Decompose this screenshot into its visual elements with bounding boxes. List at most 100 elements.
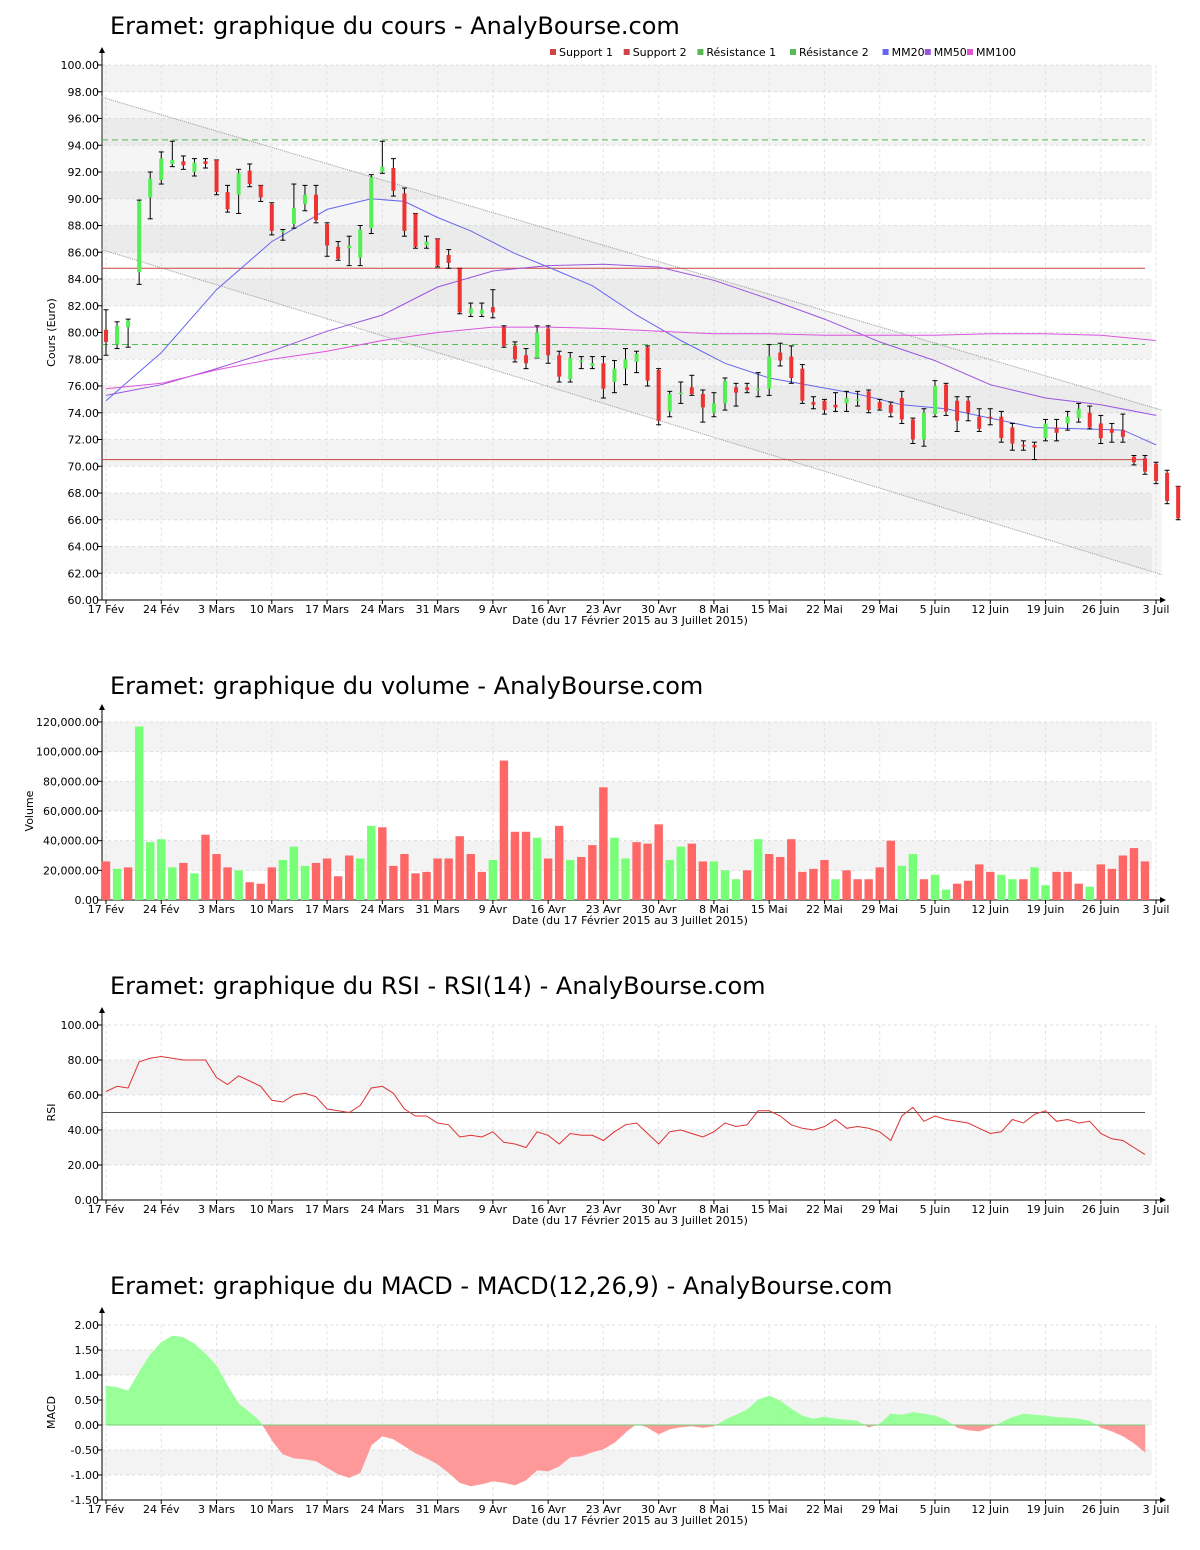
price-y-tick-label: 84.00 bbox=[68, 273, 100, 286]
macd-positive-segment bbox=[923, 1413, 936, 1426]
volume-bar bbox=[820, 859, 829, 900]
volume-bar bbox=[1030, 867, 1039, 900]
volume-bar bbox=[610, 837, 619, 900]
candle bbox=[401, 187, 407, 237]
volume-bar bbox=[776, 856, 785, 900]
candle-body bbox=[413, 213, 418, 247]
volume-x-axis-arrow bbox=[1160, 897, 1166, 903]
macd-negative-segment bbox=[514, 1424, 527, 1486]
macd-negative-segment bbox=[293, 1424, 306, 1460]
candle bbox=[501, 325, 507, 348]
volume-bar bbox=[698, 861, 708, 900]
volume-bar bbox=[665, 859, 674, 900]
macd-x-tick-label: 10 Mars bbox=[250, 1503, 294, 1516]
price-y-tick-label: 96.00 bbox=[68, 113, 100, 126]
candle bbox=[998, 410, 1004, 443]
candle-body bbox=[512, 345, 517, 360]
volume-bar bbox=[897, 865, 907, 900]
volume-bar bbox=[1118, 855, 1128, 900]
candle bbox=[468, 302, 474, 317]
volume-grid-band bbox=[102, 722, 1152, 752]
price-x-tick-label: 17 Mars bbox=[305, 603, 349, 616]
macd-positive-segment bbox=[912, 1412, 925, 1426]
candle-body bbox=[424, 241, 429, 246]
candle bbox=[600, 356, 606, 399]
volume-bar bbox=[179, 862, 188, 900]
macd-y-tick-label: 1.00 bbox=[75, 1369, 100, 1382]
candle-body bbox=[877, 402, 882, 409]
price-candles bbox=[103, 140, 1181, 521]
candle-body bbox=[800, 368, 805, 401]
rsi-chart-title: Eramet: graphique du RSI - RSI(14) - Ana… bbox=[110, 972, 766, 1000]
candle bbox=[578, 356, 584, 370]
macd-x-tick-label: 23 Avr bbox=[586, 1503, 622, 1516]
rsi-x-tick-label: 3 Juil bbox=[1143, 1203, 1170, 1216]
macd-negative-segment bbox=[459, 1424, 472, 1487]
volume-bar bbox=[654, 824, 663, 900]
volume-x-tick-label: 19 Juin bbox=[1027, 903, 1065, 916]
price-channel-upper bbox=[101, 96, 1162, 411]
volume-bar bbox=[764, 854, 774, 900]
volume-bar bbox=[1107, 868, 1117, 900]
candle bbox=[534, 325, 540, 359]
volume-bar bbox=[433, 858, 442, 900]
candle-body bbox=[446, 254, 451, 263]
macd-y-tick-label: 1.50 bbox=[75, 1344, 100, 1357]
candle bbox=[1109, 422, 1115, 443]
volume-bar bbox=[223, 867, 232, 900]
macd-x-axis-arrow bbox=[1160, 1497, 1166, 1503]
price-y-tick-label: 94.00 bbox=[68, 139, 100, 152]
macd-negative-segment bbox=[868, 1425, 877, 1428]
candle-body bbox=[1054, 427, 1059, 433]
volume-y-tick-label: 20,000.00 bbox=[43, 864, 99, 877]
candle bbox=[169, 140, 175, 168]
price-x-tick-label: 10 Mars bbox=[250, 603, 294, 616]
price-y-tick-label: 66.00 bbox=[68, 514, 100, 527]
candle bbox=[700, 389, 706, 423]
volume-bar bbox=[886, 840, 895, 900]
candle-body bbox=[1021, 444, 1026, 447]
volume-x-tick-label: 15 Mai bbox=[751, 903, 788, 916]
candle bbox=[424, 235, 430, 249]
price-x-tick-label: 12 Juin bbox=[971, 603, 1009, 616]
volume-bar bbox=[787, 839, 796, 900]
rsi-y-axis-arrow bbox=[99, 1007, 105, 1013]
rsi-x-tick-label: 29 Mai bbox=[861, 1203, 898, 1216]
volume-bar bbox=[444, 858, 453, 900]
candle bbox=[202, 158, 208, 169]
volume-x-tick-label: 23 Avr bbox=[586, 903, 622, 916]
candle-body bbox=[767, 356, 772, 389]
candle bbox=[943, 382, 949, 416]
volume-bar bbox=[267, 867, 276, 900]
volume-y-tick-label: 0.00 bbox=[75, 894, 100, 907]
candle-body bbox=[192, 162, 197, 172]
volume-bar bbox=[853, 879, 862, 900]
volume-bar bbox=[543, 858, 553, 900]
macd-y-tick-label: -0.50 bbox=[71, 1444, 99, 1457]
macd-negative-segment bbox=[525, 1424, 538, 1481]
volume-bar bbox=[1085, 886, 1094, 900]
volume-y-tick-label: 120,000.00 bbox=[36, 716, 99, 729]
volume-x-tick-label: 12 Juin bbox=[971, 903, 1009, 916]
rsi-x-tick-label: 9 Avr bbox=[479, 1203, 508, 1216]
price-y-tick-label: 72.00 bbox=[68, 434, 100, 447]
candle-body bbox=[557, 355, 562, 377]
candle-body bbox=[524, 355, 529, 364]
candle bbox=[302, 184, 308, 212]
price-grid-band bbox=[102, 172, 1152, 199]
price-x-tick-label: 19 Juin bbox=[1027, 603, 1065, 616]
price-y-tick-label: 100.00 bbox=[61, 59, 100, 72]
rsi-x-tick-label: 26 Juin bbox=[1082, 1203, 1120, 1216]
volume-bar bbox=[488, 859, 498, 900]
candle-body bbox=[126, 320, 131, 328]
volume-bar bbox=[1008, 879, 1017, 900]
candle-body bbox=[711, 403, 716, 413]
price-y-tick-label: 90.00 bbox=[68, 193, 100, 206]
rsi-x-tick-label: 12 Juin bbox=[971, 1203, 1009, 1216]
candle-body bbox=[822, 400, 827, 411]
macd-negative-segment bbox=[953, 1425, 958, 1428]
macd-y-tick-label: 0.00 bbox=[75, 1419, 100, 1432]
volume-bar bbox=[554, 825, 564, 900]
candle bbox=[611, 360, 617, 394]
candle-body bbox=[778, 352, 783, 361]
